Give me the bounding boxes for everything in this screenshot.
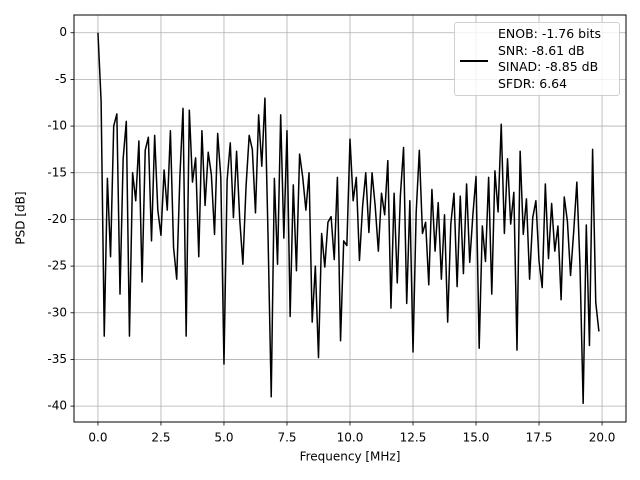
y-tick-label: -40	[47, 399, 67, 413]
legend: ENOB: -1.76 bits SNR: -8.61 dB SINAD: -8…	[454, 22, 620, 96]
x-tick-label: 17.5	[526, 431, 553, 445]
y-tick-label: -10	[47, 119, 67, 133]
x-tick-label: 20.0	[589, 431, 616, 445]
y-tick-label: -35	[47, 352, 67, 366]
y-tick-label: -5	[55, 72, 67, 86]
x-tick-label: 5.0	[214, 431, 233, 445]
x-tick-label: 0.0	[88, 431, 107, 445]
legend-label: ENOB: -1.76 bits SNR: -8.61 dB SINAD: -8…	[498, 26, 601, 92]
x-tick-label: 15.0	[463, 431, 490, 445]
x-axis-label: Frequency [MHz]	[300, 450, 401, 464]
x-tick-label: 12.5	[400, 431, 427, 445]
y-tick-label: -25	[47, 259, 67, 273]
y-tick-label: -30	[47, 305, 67, 319]
x-tick-label: 10.0	[337, 431, 364, 445]
y-tick-label: 0	[59, 25, 67, 39]
data-line	[97, 32, 600, 405]
y-tick-label: -15	[47, 165, 67, 179]
legend-swatch	[460, 60, 488, 62]
x-tick-label: 2.5	[151, 431, 170, 445]
y-tick-label: -20	[47, 212, 67, 226]
y-axis-label: PSD [dB]	[14, 191, 28, 244]
x-tick-label: 7.5	[277, 431, 296, 445]
